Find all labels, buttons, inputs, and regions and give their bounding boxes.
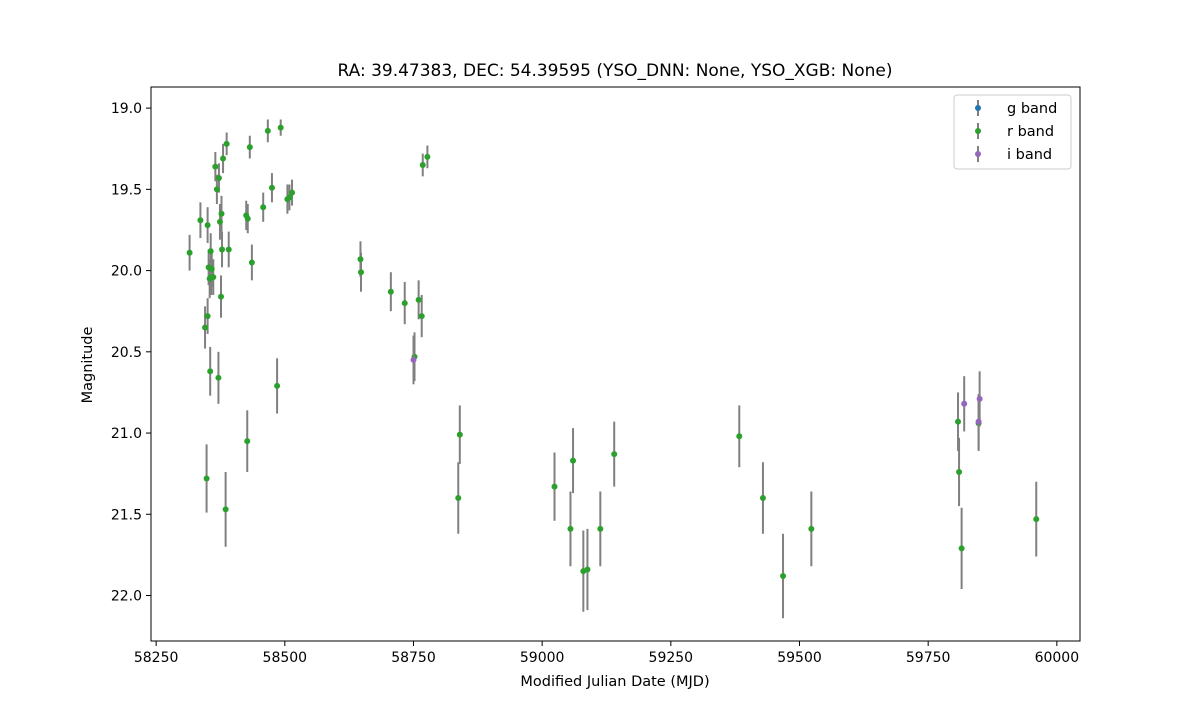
data-point xyxy=(759,495,766,502)
data-point xyxy=(246,144,253,151)
data-point xyxy=(570,457,577,464)
data-point xyxy=(212,163,219,170)
data-point xyxy=(223,140,230,147)
data-point xyxy=(260,204,267,211)
data-point xyxy=(207,368,214,375)
data-point xyxy=(213,186,220,193)
data-point xyxy=(961,400,968,407)
data-point xyxy=(597,525,604,532)
y-tick-label: 20.5 xyxy=(111,345,142,361)
legend: g band r band i band xyxy=(953,94,1072,170)
x-tick-label: 59500 xyxy=(777,650,822,666)
data-point xyxy=(248,259,255,266)
data-point xyxy=(1033,516,1040,523)
data-point xyxy=(410,356,417,363)
data-point xyxy=(955,418,962,425)
legend-marker xyxy=(975,151,981,157)
y-tick-label: 21.0 xyxy=(111,426,142,442)
data-point xyxy=(197,217,204,224)
data-point xyxy=(186,249,193,256)
data-point xyxy=(808,525,815,532)
plot-frame xyxy=(150,86,1081,642)
legend-label: i band xyxy=(1007,147,1052,163)
series-r-band xyxy=(186,119,1040,619)
data-point xyxy=(401,300,408,307)
legend-box xyxy=(953,94,1072,170)
y-tick-label: 21.5 xyxy=(111,507,142,523)
data-point xyxy=(357,269,364,276)
data-point xyxy=(244,438,251,445)
data-point xyxy=(216,218,223,225)
data-point xyxy=(956,469,963,476)
y-axis: 19.0 19.5 20.0 20.5 21.0 21.5 22.0 xyxy=(111,101,151,605)
data-point xyxy=(456,431,463,438)
data-point xyxy=(584,566,591,573)
data-point xyxy=(551,483,558,490)
data-point xyxy=(424,153,431,160)
x-tick-label: 58250 xyxy=(134,650,179,666)
x-tick-label: 58750 xyxy=(391,650,436,666)
data-point xyxy=(455,495,462,502)
legend-label: r band xyxy=(1007,124,1054,140)
x-tick-label: 59250 xyxy=(649,650,694,666)
legend-marker xyxy=(975,105,981,111)
data-point xyxy=(958,545,965,552)
data-point xyxy=(274,382,281,389)
data-point xyxy=(277,124,284,131)
data-point xyxy=(286,194,293,201)
data-point xyxy=(222,506,229,513)
data-point xyxy=(203,475,210,482)
data-point xyxy=(225,246,232,253)
x-axis-title: Modified Julian Date (MJD) xyxy=(520,674,709,690)
legend-marker xyxy=(975,128,981,134)
data-point xyxy=(215,374,222,381)
data-point xyxy=(976,395,983,402)
data-point xyxy=(218,210,225,217)
data-point xyxy=(204,222,211,229)
data-point xyxy=(244,215,251,222)
data-point xyxy=(415,296,422,303)
y-tick-label: 20.0 xyxy=(111,264,142,280)
plot-area xyxy=(186,119,1040,619)
data-point xyxy=(780,573,787,580)
x-tick-label: 59000 xyxy=(520,650,565,666)
data-point xyxy=(202,324,209,331)
y-axis-title: Magnitude xyxy=(80,327,96,404)
chart-title: RA: 39.47383, DEC: 54.39595 (YSO_DNN: No… xyxy=(337,61,892,81)
series-i-band xyxy=(410,335,983,450)
data-point xyxy=(208,265,215,272)
data-point xyxy=(387,288,394,295)
data-point xyxy=(210,274,217,281)
x-tick-label: 58500 xyxy=(263,650,308,666)
data-point xyxy=(567,525,574,532)
x-axis: 58250 58500 58750 59000 59250 59500 59750 60000 xyxy=(134,641,1079,666)
data-point xyxy=(357,256,364,263)
y-tick-label: 19.0 xyxy=(111,101,142,117)
data-point xyxy=(736,433,743,440)
y-tick-label: 19.5 xyxy=(111,182,142,198)
legend-label: g band xyxy=(1007,101,1057,117)
data-point xyxy=(611,451,618,458)
data-point xyxy=(268,184,275,191)
data-point xyxy=(975,418,982,425)
data-point xyxy=(264,127,271,134)
x-tick-label: 59750 xyxy=(906,650,951,666)
y-tick-label: 22.0 xyxy=(111,589,142,605)
data-point xyxy=(220,155,227,162)
data-point xyxy=(215,174,222,181)
data-point xyxy=(204,313,211,320)
data-point xyxy=(219,246,226,253)
data-point xyxy=(207,248,214,255)
data-point xyxy=(418,313,425,320)
data-point xyxy=(419,161,426,168)
x-tick-label: 60000 xyxy=(1035,650,1080,666)
data-point xyxy=(217,293,224,300)
data-point xyxy=(289,189,296,196)
